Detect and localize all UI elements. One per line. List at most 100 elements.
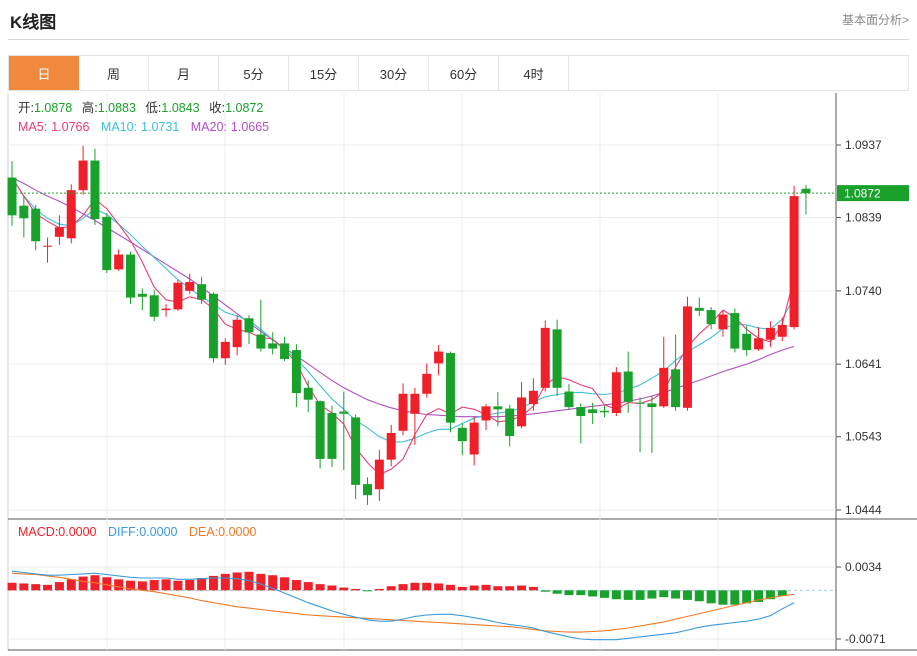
candle-body [54,227,64,237]
period-tabs: 日 周 月 5分 15分 30分 60分 4时 [8,55,909,91]
macd-bar [754,590,764,602]
macd-bar [564,590,574,596]
candle-body [682,306,692,408]
macd-bar [445,584,455,591]
low-value: 1.0843 [161,101,199,115]
macd-bar [611,590,621,600]
macd-bar [280,577,290,591]
candle-body [363,484,372,496]
macd-bar [718,590,728,605]
candle-body [517,397,527,427]
candle-body [623,371,633,402]
macd-bar [126,580,135,591]
candle-body [351,417,361,485]
candle-body [730,313,740,349]
ma5-label: MA5: [18,120,47,134]
candle-body [789,196,799,328]
last-price-tag [837,185,909,202]
candle-body [78,160,88,191]
candle-body [718,314,728,330]
macd-label: MACD: [18,525,58,539]
candle-body [137,293,147,297]
candle-body [422,373,432,394]
macd-bar [43,584,53,591]
candle-body [256,334,266,349]
macd-bar [410,582,420,591]
candle-body [694,307,704,311]
macd-bar [78,576,88,591]
open-value: 1.0878 [34,101,72,115]
candle-body [197,284,207,300]
candle-body [564,391,574,408]
price-axis: 1.0937 1.0839 1.0740 1.0641 1.0543 1.0444 0.00… [8,138,909,646]
tab-30min[interactable]: 30分 [359,56,429,90]
candle-body [801,188,811,194]
candle-body [659,367,669,407]
candle-body [647,403,657,408]
candle-body [706,310,716,325]
tab-15min[interactable]: 15分 [289,56,359,90]
candle-body [280,343,290,359]
macd-bar [765,590,775,600]
macd-bar [54,582,64,591]
ma10-label: MA10: [101,120,137,134]
candle-body [149,295,159,317]
macd-bar [623,590,633,600]
macd-bar [493,586,503,591]
macd-bar [682,590,692,600]
tab-60min[interactable]: 60分 [429,56,499,90]
macd-bar [457,586,467,591]
macd-bar [386,586,396,591]
price-tick-label: 1.0444 [845,503,882,517]
macd-bar [576,590,586,596]
macd-bar [327,585,337,591]
macd-tick-label: 0.0034 [845,560,882,574]
candle-body [754,338,764,350]
macd-bar [659,590,669,598]
macd-bar [742,590,752,604]
candle-body [19,205,29,219]
candle-body [445,353,455,423]
macd-bar [600,590,609,598]
tab-month[interactable]: 月 [149,56,219,90]
close-label: 收: [209,101,225,115]
candle-body [126,254,135,298]
macd-bar [481,584,491,591]
candle-body [588,409,598,414]
macd-bar [173,580,183,591]
tab-day[interactable]: 日 [9,56,79,90]
ma20-value: 1.0665 [231,120,269,134]
ma10-value: 1.0731 [141,120,179,134]
price-tick-label: 1.0641 [845,357,882,371]
open-label: 开: [18,101,34,115]
macd-bar [66,579,76,591]
macd-bar [197,577,207,591]
high-label: 高: [82,100,98,115]
macd-bar [422,582,432,591]
candle-body [232,319,242,348]
macd-bar [31,584,41,591]
diff-line [11,570,795,641]
diff-value: 0.0000 [139,525,177,539]
macd-bar [208,575,218,591]
macd-legend: MACD:0.0000 DIFF:0.0000 DEA:0.0000 [18,525,256,539]
fundamental-analysis-link[interactable]: 基本面分析> [841,13,909,27]
macd-bar [315,584,325,591]
tab-5min[interactable]: 5分 [219,56,289,90]
ma5-value: 1.0766 [51,120,89,134]
candle-body [777,324,787,337]
macd-bar [339,587,349,591]
tab-week[interactable]: 周 [79,56,149,90]
tab-4hour[interactable]: 4时 [499,56,569,90]
macd-bar [517,585,527,591]
macd-bar [351,588,361,591]
candle-body [173,282,183,310]
page-title: K线图 [10,13,57,32]
candle-body [540,327,550,388]
candle-body [327,413,337,459]
candle-body [469,422,479,455]
macd-bar [706,590,716,604]
macd-bar [434,583,444,591]
macd-bar [291,580,301,591]
